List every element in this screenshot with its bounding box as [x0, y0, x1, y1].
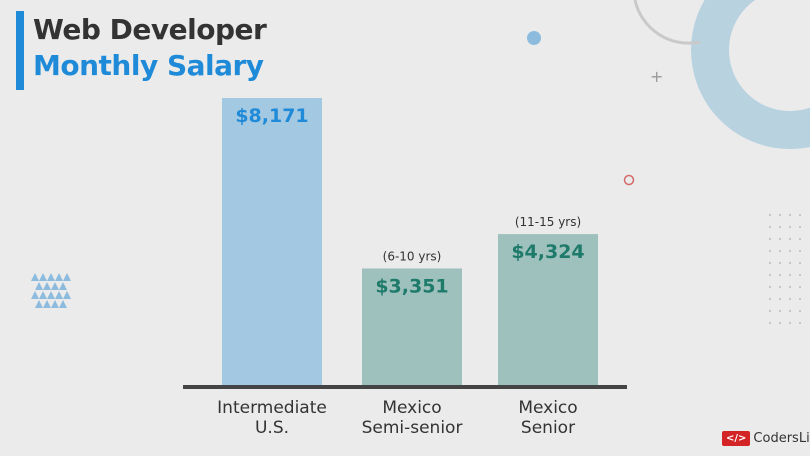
dot-deco — [789, 238, 791, 240]
chart-title: Web Developer — [33, 13, 267, 46]
dot-deco — [769, 238, 771, 240]
dot-deco — [789, 274, 791, 276]
dot-deco — [769, 214, 771, 216]
dot-deco — [789, 310, 791, 312]
dot-deco — [779, 214, 781, 216]
triangle-deco — [47, 291, 55, 299]
triangle-deco — [39, 291, 47, 299]
dot-deco — [779, 250, 781, 252]
x-axis-line — [183, 385, 627, 389]
dot-deco — [789, 250, 791, 252]
dot-deco — [799, 226, 801, 228]
deco-ring-large — [691, 0, 810, 149]
data-label-0: $8,171 — [235, 105, 308, 127]
deco-dot-grid — [769, 214, 801, 324]
dot-deco — [779, 238, 781, 240]
dot-deco — [799, 298, 801, 300]
triangle-deco — [51, 282, 59, 290]
triangle-deco — [31, 273, 39, 281]
dot-deco — [779, 286, 781, 288]
decorations: + — [527, 0, 810, 186]
dot-deco — [769, 286, 771, 288]
deco-dot-blue — [527, 31, 541, 45]
triangle-deco — [35, 300, 43, 308]
triangle-deco — [35, 282, 43, 290]
dot-deco — [779, 262, 781, 264]
x-tick-label-2: Mexico Senior — [518, 398, 578, 438]
dot-deco — [799, 310, 801, 312]
dot-deco — [779, 298, 781, 300]
triangle-deco — [47, 273, 55, 281]
bar-0 — [222, 98, 322, 387]
logo-code-icon: </> — [722, 431, 751, 446]
triangle-deco — [43, 282, 51, 290]
triangle-deco — [63, 273, 71, 281]
dot-deco — [769, 274, 771, 276]
bar-2 — [498, 234, 598, 387]
triangle-deco — [51, 300, 59, 308]
logo-text: CodersLink — [753, 431, 810, 446]
triangle-deco — [59, 282, 67, 290]
dot-deco — [779, 274, 781, 276]
dot-deco — [769, 322, 771, 324]
deco-arc — [633, 0, 701, 45]
dot-deco — [799, 250, 801, 252]
triangle-deco — [39, 273, 47, 281]
triangle-deco — [55, 273, 63, 281]
dot-deco — [789, 214, 791, 216]
x-tick-label-0: Intermediate U.S. — [217, 398, 327, 438]
dot-deco — [789, 298, 791, 300]
data-label-2: $4,324 — [511, 241, 584, 263]
data-label-1: $3,351 — [375, 275, 448, 297]
title-accent-bar — [16, 11, 24, 90]
dot-deco — [799, 238, 801, 240]
bar-1 — [362, 268, 462, 387]
dot-deco — [799, 286, 801, 288]
triangle-deco — [59, 300, 67, 308]
dot-deco — [779, 322, 781, 324]
dot-deco — [799, 214, 801, 216]
x-tick-label-1: Mexico Semi-senior — [361, 398, 463, 438]
dot-deco — [769, 298, 771, 300]
annotation-1: (6-10 yrs) — [383, 249, 442, 263]
dot-deco — [799, 262, 801, 264]
annotation-2: (11-15 yrs) — [515, 215, 581, 229]
dot-deco — [799, 322, 801, 324]
triangle-deco — [31, 291, 39, 299]
triangle-deco — [63, 291, 71, 299]
dot-deco — [769, 226, 771, 228]
dot-deco — [799, 274, 801, 276]
dot-deco — [779, 310, 781, 312]
dot-deco — [779, 226, 781, 228]
triangle-deco — [55, 291, 63, 299]
dot-deco — [789, 262, 791, 264]
coderslink-logo: </> CodersLink — [722, 431, 810, 446]
dot-deco — [769, 250, 771, 252]
deco-plus: + — [650, 67, 663, 86]
dot-deco — [769, 310, 771, 312]
chart-subtitle: Monthly Salary — [33, 49, 264, 82]
triangle-deco — [43, 300, 51, 308]
deco-triangles — [31, 273, 71, 308]
deco-circle-red — [623, 174, 635, 186]
dot-deco — [789, 322, 791, 324]
dot-deco — [769, 262, 771, 264]
dot-deco — [789, 226, 791, 228]
dot-deco — [789, 286, 791, 288]
